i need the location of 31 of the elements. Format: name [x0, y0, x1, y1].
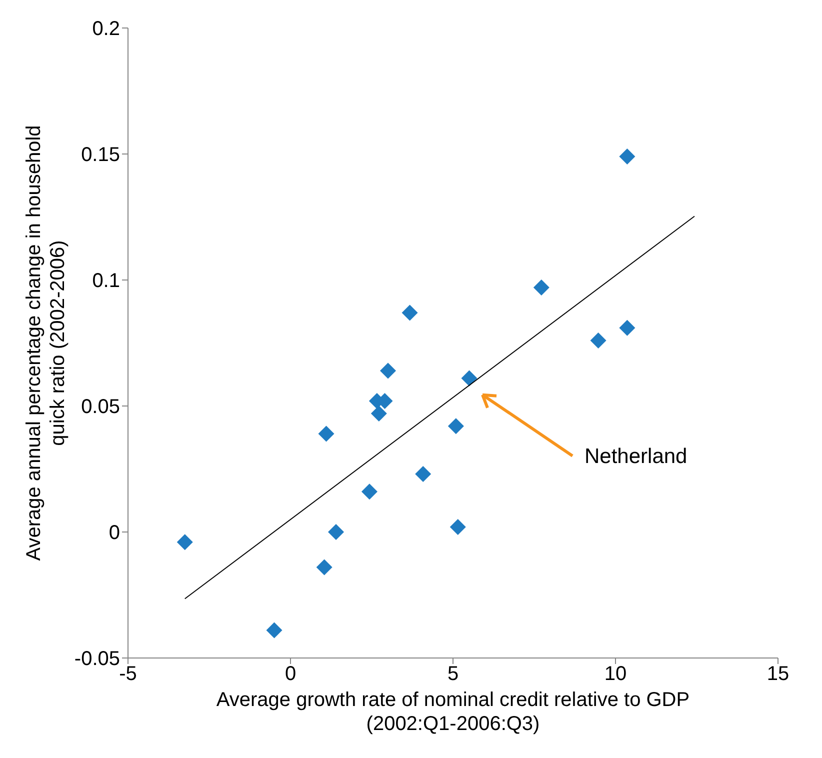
y-tick-label: 0.2	[92, 18, 120, 40]
x-tick-label: 0	[284, 663, 296, 686]
point	[266, 622, 282, 638]
x-axis-title: Average growth rate of nominal credit relative to GDP (2002:Q1-2006:Q3)	[216, 689, 690, 735]
point	[619, 148, 636, 165]
point	[619, 320, 636, 336]
x-tick-label: 5	[447, 663, 459, 686]
point	[450, 518, 466, 535]
point	[415, 466, 432, 482]
point	[448, 418, 464, 434]
point	[318, 426, 334, 442]
x-tick-label: 15	[766, 663, 790, 686]
point	[402, 304, 418, 321]
annotation: Netherland	[584, 444, 688, 468]
point	[316, 559, 332, 576]
y-axis-title: Average annual percentage change in household quick ratio (2002-2006)	[23, 125, 69, 561]
point	[328, 524, 344, 540]
point	[176, 534, 193, 550]
y-tick-label: 0.1	[92, 270, 120, 292]
point	[590, 332, 606, 348]
y-tick-label: -0.05	[74, 648, 120, 670]
y-tick-label: 0.05	[81, 396, 120, 418]
x-tick-label: 10	[604, 663, 627, 686]
point	[361, 484, 378, 500]
y-tick-label: 0	[108, 522, 120, 544]
point	[533, 280, 550, 296]
point	[370, 406, 387, 422]
point	[380, 362, 396, 379]
point	[461, 370, 478, 386]
x-tick-label: -5	[119, 663, 137, 686]
y-tick-label: 0.15	[81, 144, 120, 166]
